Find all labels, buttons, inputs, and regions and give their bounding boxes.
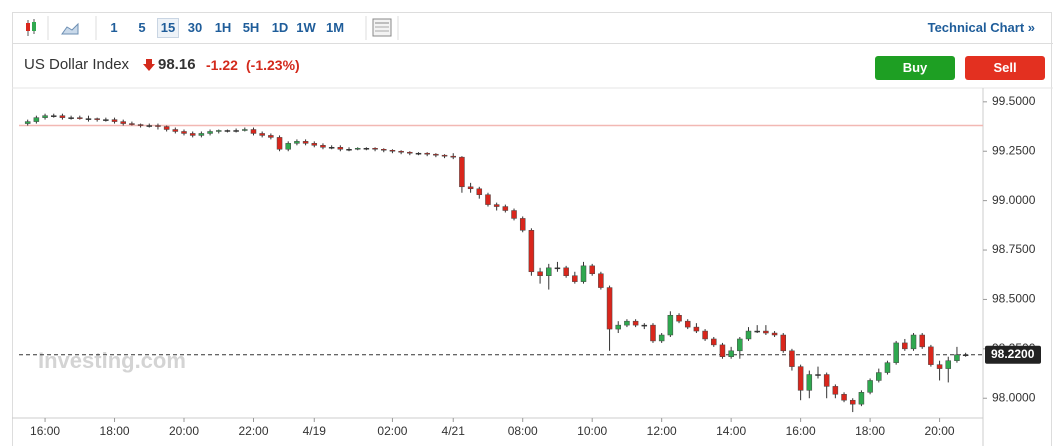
technical-chart-link[interactable]: Technical Chart » xyxy=(927,20,1035,35)
interval-button[interactable]: 5H xyxy=(242,20,260,35)
interval-button[interactable]: 1M xyxy=(325,20,345,35)
candle-icon[interactable] xyxy=(26,19,36,36)
widget-frame xyxy=(12,12,1052,446)
buy-button[interactable]: Buy xyxy=(875,56,955,80)
price-change-percent: (-1.23%) xyxy=(246,57,300,73)
toolbar: 1 5 15 30 1H 5H 1D 1W 1M Technical Chart » xyxy=(12,12,1053,44)
interval-button[interactable]: 1H xyxy=(214,20,232,35)
toolbar-icons xyxy=(26,16,97,40)
interval-button[interactable]: 30 xyxy=(187,20,203,35)
sell-button[interactable]: Sell xyxy=(965,56,1045,80)
layout-icon[interactable] xyxy=(372,18,392,37)
interval-button[interactable]: 1 xyxy=(110,20,118,35)
settings-icon-wrap xyxy=(365,16,399,40)
instrument-name: US Dollar Index xyxy=(24,56,130,73)
area-icon[interactable] xyxy=(61,22,79,35)
interval-button[interactable]: 15 xyxy=(157,18,179,38)
price-change: -1.22 xyxy=(206,57,238,73)
last-price: 98.16 xyxy=(158,56,196,73)
interval-button[interactable]: 5 xyxy=(138,20,146,35)
interval-button[interactable]: 1D xyxy=(271,20,289,35)
down-arrow xyxy=(143,59,155,71)
interval-button[interactable]: 1W xyxy=(296,20,316,35)
